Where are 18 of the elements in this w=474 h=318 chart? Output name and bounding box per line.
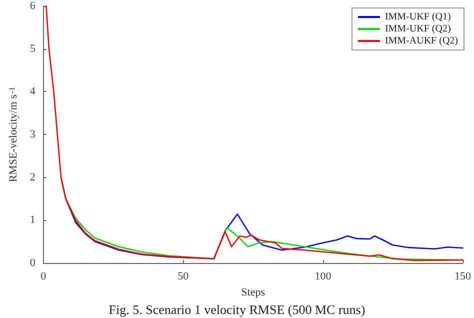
x-tick-label: 0	[40, 270, 47, 282]
x-tick-label: 100	[314, 270, 332, 282]
y-tick-label: 0	[30, 257, 36, 269]
legend-label: IMM-UKF (Q2)	[384, 24, 451, 34]
x-tick-label: 50	[178, 270, 190, 282]
y-tick-label: 3	[30, 128, 36, 140]
line-series	[46, 5, 464, 262]
legend-label: IMM-AUKF (Q2)	[384, 36, 458, 46]
y-tick-label: 4	[30, 86, 36, 98]
y-tick-label: 1	[30, 214, 36, 226]
x-axis-title: Steps	[241, 286, 265, 298]
legend-label: IMM-UKF (Q1)	[384, 12, 451, 22]
caption: Fig. 5. Scenario 1 velocity RMSE (500 MC runs)	[108, 302, 366, 317]
y-tick-label: 5	[30, 42, 36, 55]
y-axis-title: RMSE-velocity/m s-1	[8, 86, 20, 182]
y-tick-label: 2	[30, 171, 36, 184]
y-tick-label: 6	[30, 0, 36, 12]
x-tick-label: 150	[454, 270, 472, 282]
